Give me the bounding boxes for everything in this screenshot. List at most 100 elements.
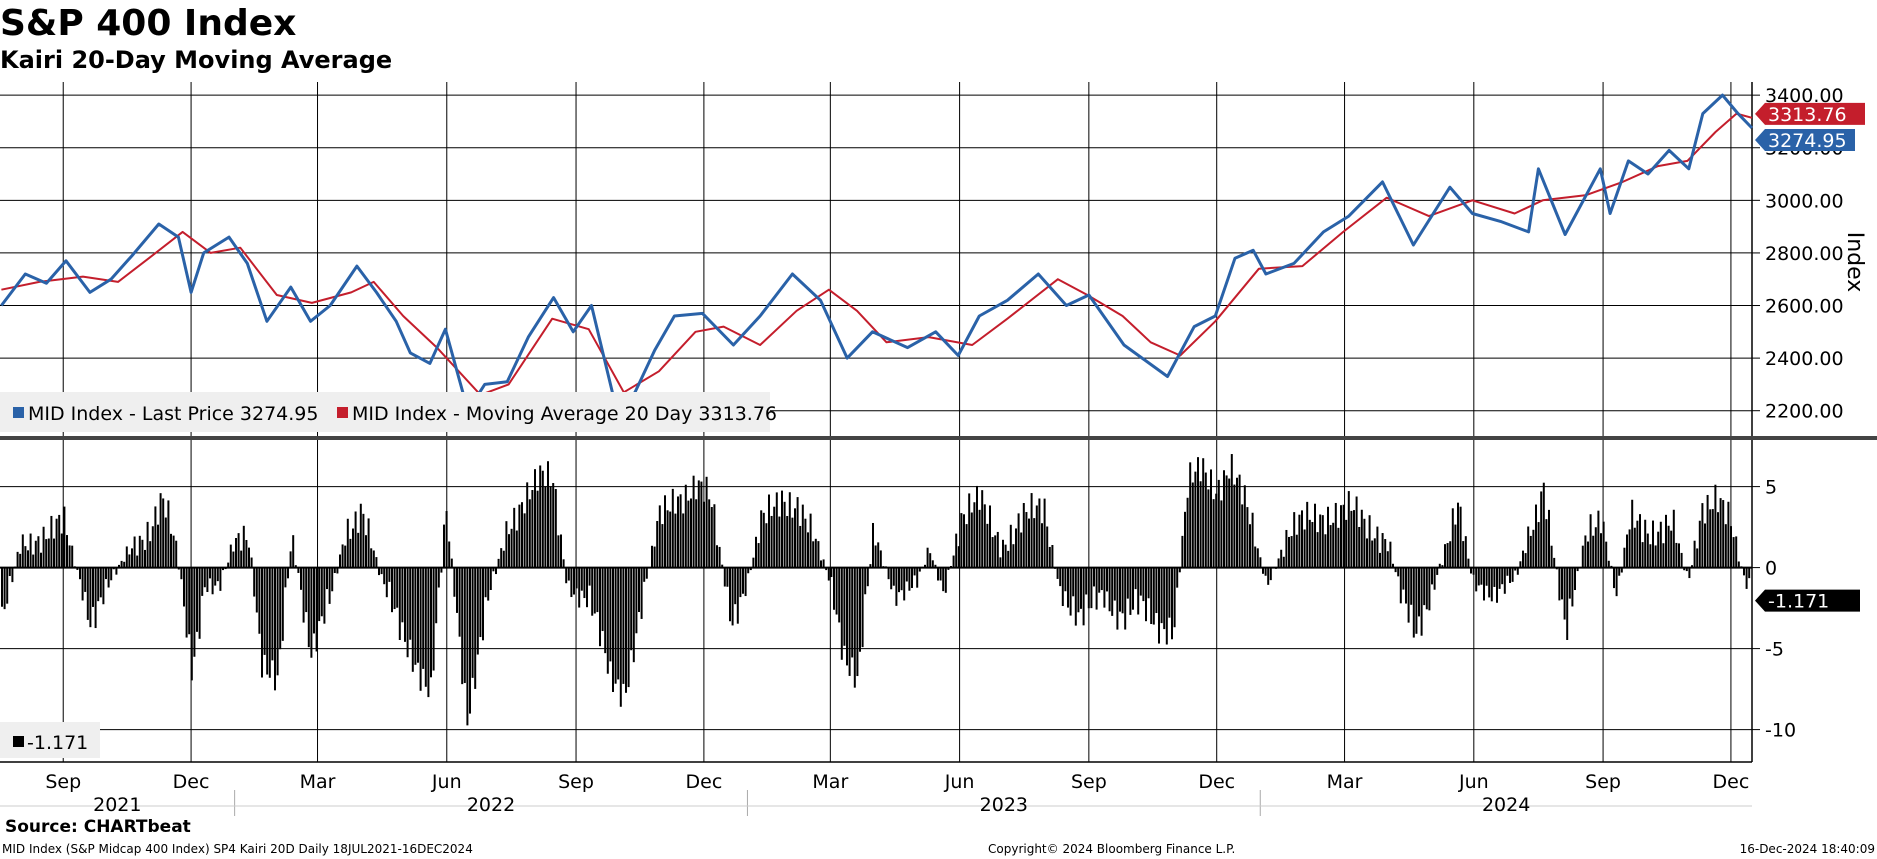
kairi-bar bbox=[495, 567, 497, 575]
kairi-bar bbox=[952, 555, 955, 568]
kairi-bar bbox=[1355, 496, 1358, 568]
kairi-bar bbox=[201, 567, 204, 596]
kairi-bar bbox=[1048, 546, 1051, 568]
kairi-bar bbox=[721, 564, 724, 568]
kairi-bar bbox=[1108, 567, 1111, 612]
kairi-bar bbox=[6, 567, 9, 604]
kairi-bar bbox=[1704, 523, 1706, 568]
kairi-bar bbox=[84, 567, 87, 592]
kairi-bar bbox=[570, 567, 573, 598]
kairi-bar bbox=[248, 547, 250, 568]
kairi-bar bbox=[775, 492, 778, 568]
kairi-bar bbox=[562, 559, 565, 568]
kairi-bar bbox=[846, 567, 848, 666]
kairi-bar bbox=[1061, 567, 1064, 607]
kairi-bar bbox=[726, 567, 729, 587]
kairi-bar bbox=[1423, 567, 1426, 606]
kairi-bar bbox=[1171, 567, 1173, 640]
kairi-bar bbox=[1545, 519, 1548, 568]
kairi-bar bbox=[851, 567, 854, 658]
kairi-bar bbox=[996, 531, 999, 568]
kairi-bar bbox=[801, 504, 804, 568]
kairi-bar bbox=[1132, 567, 1134, 610]
kairi-bar bbox=[1496, 567, 1498, 603]
kairi-bar bbox=[242, 525, 245, 568]
kairi-bar bbox=[40, 552, 42, 568]
kairi-bar bbox=[1636, 520, 1639, 568]
kairi-bar bbox=[1574, 567, 1576, 591]
kairi-bar bbox=[723, 567, 726, 587]
kairi-bar bbox=[1641, 542, 1644, 568]
kairi-bar bbox=[469, 567, 471, 714]
legend-kairi-label: -1.171 bbox=[27, 732, 88, 754]
kairi-bar bbox=[1420, 567, 1423, 636]
kairi-bar bbox=[1069, 567, 1072, 616]
kairi-bar bbox=[268, 567, 271, 678]
kairi-bar bbox=[154, 506, 157, 568]
kairi-bar bbox=[380, 567, 383, 575]
kairi-bar bbox=[713, 504, 716, 568]
kairi-bar bbox=[1035, 505, 1038, 568]
kairi-bar bbox=[588, 567, 591, 586]
legend-swatch-kairi bbox=[13, 736, 24, 747]
kairi-bar bbox=[3, 567, 6, 610]
kairi-bar bbox=[333, 567, 336, 574]
kairi-bar bbox=[196, 567, 198, 632]
kairi-bar bbox=[1600, 533, 1602, 568]
kairi-bar bbox=[989, 505, 991, 568]
kairi-bar bbox=[107, 567, 110, 588]
kairi-bar bbox=[557, 535, 560, 568]
kairi-bar bbox=[931, 560, 934, 568]
kairi-bar bbox=[934, 564, 937, 568]
kairi-bar bbox=[911, 567, 913, 588]
kairi-bar bbox=[1043, 498, 1046, 568]
kairi-bar bbox=[211, 567, 214, 595]
kairi-bar bbox=[1701, 503, 1704, 568]
kairi-bar bbox=[1516, 567, 1519, 575]
kairi-bar bbox=[1233, 484, 1236, 568]
kairi-bar bbox=[1589, 514, 1592, 568]
kairi-bar bbox=[305, 567, 308, 613]
kairi-bar bbox=[983, 504, 986, 568]
kairi-bar bbox=[1529, 535, 1532, 568]
kairi-bar bbox=[232, 551, 235, 568]
kairi-bar bbox=[443, 524, 445, 568]
kairi-bar bbox=[760, 510, 763, 568]
kairi-bar bbox=[172, 535, 175, 568]
x-tick-label: Mar bbox=[1327, 771, 1363, 793]
kairi-bar bbox=[1711, 509, 1714, 568]
kairi-bar bbox=[63, 506, 66, 568]
kairi-bar bbox=[840, 567, 843, 660]
year-label: 2024 bbox=[1482, 794, 1530, 816]
kairi-bar bbox=[1189, 462, 1192, 568]
x-tick-label: Jun bbox=[431, 771, 462, 793]
kairi-bar bbox=[1220, 500, 1223, 568]
kairi-bar bbox=[354, 511, 357, 568]
kairi-bar bbox=[937, 567, 939, 581]
x-tick-label: Mar bbox=[300, 771, 336, 793]
kairi-bar bbox=[1532, 529, 1535, 568]
kairi-bar bbox=[1056, 567, 1059, 579]
kairi-bar bbox=[458, 567, 461, 637]
ma-line bbox=[1, 112, 1753, 396]
kairi-bar bbox=[175, 540, 178, 568]
kairi-bar bbox=[1360, 509, 1363, 568]
kairi-bar bbox=[1121, 567, 1124, 614]
kairi-bar bbox=[1745, 567, 1748, 589]
kairi-bar bbox=[947, 567, 950, 570]
kairi-bar bbox=[1605, 541, 1608, 568]
kairi-bar bbox=[1256, 548, 1259, 568]
kairi-bar bbox=[1080, 567, 1082, 609]
kairi-bar bbox=[1373, 538, 1376, 568]
kairi-bar bbox=[1238, 474, 1241, 568]
kairi-bar bbox=[1394, 567, 1397, 573]
kairi-legend: -1.171 bbox=[0, 722, 100, 758]
kairi-bar bbox=[1022, 503, 1025, 568]
kairi-bar bbox=[229, 544, 232, 568]
kairi-bar bbox=[874, 545, 877, 568]
kairi-bar bbox=[310, 567, 313, 658]
kairi-bar bbox=[123, 561, 126, 568]
kairi-bar bbox=[53, 538, 55, 568]
kairi-bar bbox=[375, 557, 378, 568]
